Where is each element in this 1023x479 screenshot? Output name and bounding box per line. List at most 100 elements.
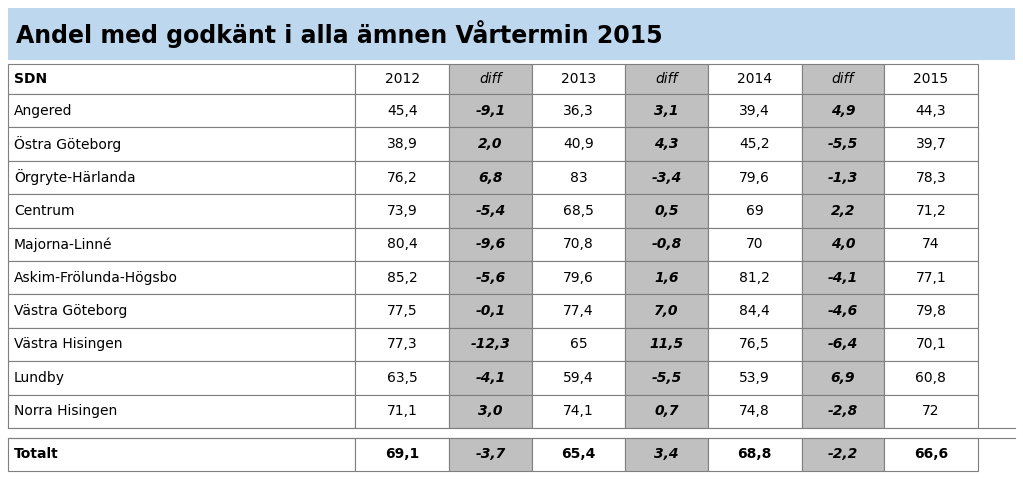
- Bar: [532, 395, 625, 428]
- Text: -1,3: -1,3: [828, 171, 858, 184]
- Text: Västra Hisingen: Västra Hisingen: [14, 338, 123, 352]
- Bar: [801, 428, 884, 438]
- Text: 79,8: 79,8: [916, 304, 946, 318]
- Bar: [801, 94, 884, 127]
- Bar: [801, 64, 884, 94]
- Text: -5,5: -5,5: [652, 371, 681, 385]
- Bar: [449, 94, 532, 127]
- Bar: [884, 395, 978, 428]
- Bar: [532, 428, 625, 438]
- Text: 1,6: 1,6: [655, 271, 679, 285]
- Bar: [355, 194, 449, 228]
- Bar: [884, 161, 978, 194]
- Bar: [449, 161, 532, 194]
- Bar: [884, 64, 978, 94]
- Bar: [801, 161, 884, 194]
- Text: 76,2: 76,2: [387, 171, 417, 184]
- Text: 77,1: 77,1: [916, 271, 946, 285]
- Bar: [532, 194, 625, 228]
- Bar: [355, 228, 449, 261]
- Bar: [884, 428, 978, 438]
- Text: 7,0: 7,0: [655, 304, 679, 318]
- Text: 65: 65: [570, 338, 587, 352]
- Bar: [8, 228, 355, 261]
- Text: 11,5: 11,5: [650, 338, 683, 352]
- Bar: [625, 64, 708, 94]
- Text: Örgryte-Härlanda: Örgryte-Härlanda: [14, 170, 136, 185]
- Text: 6,8: 6,8: [478, 171, 502, 184]
- Bar: [8, 194, 355, 228]
- Bar: [532, 328, 625, 361]
- Bar: [532, 228, 625, 261]
- Bar: [708, 428, 801, 438]
- Text: 77,5: 77,5: [387, 304, 417, 318]
- Text: 74,8: 74,8: [740, 404, 770, 418]
- Bar: [801, 127, 884, 161]
- Text: -4,6: -4,6: [828, 304, 858, 318]
- Text: -3,4: -3,4: [652, 171, 681, 184]
- Bar: [625, 228, 708, 261]
- Text: 0,7: 0,7: [655, 404, 679, 418]
- Text: diff: diff: [479, 72, 501, 86]
- Text: Norra Hisingen: Norra Hisingen: [14, 404, 118, 418]
- Text: 39,7: 39,7: [916, 137, 946, 151]
- Bar: [801, 261, 884, 295]
- Bar: [355, 328, 449, 361]
- Text: -5,4: -5,4: [476, 204, 505, 218]
- Text: -0,1: -0,1: [476, 304, 505, 318]
- Text: diff: diff: [656, 72, 678, 86]
- Bar: [801, 228, 884, 261]
- Bar: [532, 64, 625, 94]
- Text: -5,5: -5,5: [828, 137, 858, 151]
- Bar: [355, 94, 449, 127]
- Text: Centrum: Centrum: [14, 204, 75, 218]
- Bar: [8, 94, 355, 127]
- Bar: [708, 438, 801, 471]
- Bar: [884, 127, 978, 161]
- Bar: [355, 295, 449, 328]
- Text: 78,3: 78,3: [916, 171, 946, 184]
- Bar: [884, 261, 978, 295]
- Bar: [449, 295, 532, 328]
- Text: 66,6: 66,6: [914, 447, 948, 461]
- Bar: [884, 328, 978, 361]
- Bar: [625, 438, 708, 471]
- Text: -2,8: -2,8: [828, 404, 858, 418]
- Bar: [449, 194, 532, 228]
- Text: -2,2: -2,2: [828, 447, 858, 461]
- Bar: [355, 127, 449, 161]
- Bar: [449, 428, 532, 438]
- Bar: [801, 295, 884, 328]
- Text: 72: 72: [922, 404, 940, 418]
- Text: 4,0: 4,0: [831, 237, 855, 251]
- Bar: [625, 361, 708, 395]
- Text: 73,9: 73,9: [387, 204, 417, 218]
- Text: 65,4: 65,4: [562, 447, 595, 461]
- Bar: [532, 94, 625, 127]
- Bar: [449, 395, 532, 428]
- Bar: [355, 428, 449, 438]
- Bar: [708, 94, 801, 127]
- Bar: [625, 161, 708, 194]
- Bar: [532, 261, 625, 295]
- Text: 59,4: 59,4: [563, 371, 593, 385]
- Text: Västra Göteborg: Västra Göteborg: [14, 304, 128, 318]
- Text: -5,6: -5,6: [476, 271, 505, 285]
- Bar: [449, 228, 532, 261]
- Text: 76,5: 76,5: [740, 338, 770, 352]
- Bar: [801, 395, 884, 428]
- Text: Totalt: Totalt: [14, 447, 58, 461]
- Text: 68,5: 68,5: [563, 204, 594, 218]
- Bar: [708, 161, 801, 194]
- Text: 45,4: 45,4: [387, 103, 417, 118]
- Text: 85,2: 85,2: [387, 271, 417, 285]
- Bar: [8, 8, 1015, 60]
- Bar: [625, 395, 708, 428]
- Text: -9,1: -9,1: [476, 103, 505, 118]
- Bar: [708, 328, 801, 361]
- Bar: [355, 261, 449, 295]
- Text: 63,5: 63,5: [387, 371, 417, 385]
- Bar: [8, 361, 355, 395]
- Bar: [708, 127, 801, 161]
- Bar: [8, 428, 355, 438]
